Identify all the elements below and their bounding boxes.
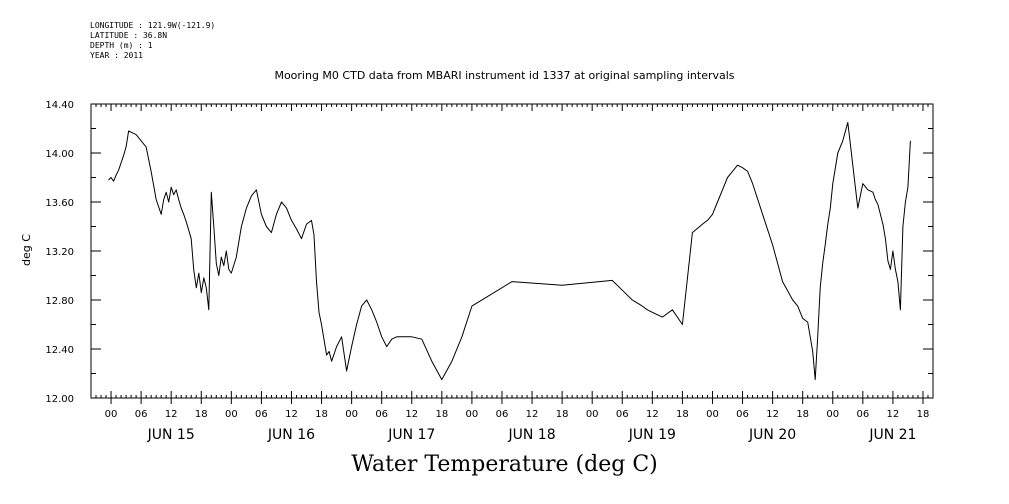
x-hour-label: 06 (135, 409, 148, 420)
y-tick-label: 14.00 (45, 149, 74, 160)
x-hour-label: 00 (225, 409, 238, 420)
x-hour-label: 12 (766, 409, 779, 420)
y-tick-label: 12.40 (45, 345, 74, 356)
y-tick-label: 13.60 (45, 198, 74, 209)
x-hour-label: 18 (676, 409, 689, 420)
x-hour-label: 12 (526, 409, 539, 420)
x-day-label: JUN 16 (267, 427, 315, 443)
y-tick-label: 12.00 (45, 394, 74, 405)
x-hour-label: 12 (165, 409, 178, 420)
x-day-label: JUN 21 (868, 427, 916, 443)
x-hour-label: 06 (856, 409, 869, 420)
y-tick-label: 12.80 (45, 296, 74, 307)
x-hour-label: 12 (646, 409, 659, 420)
x-hour-label: 12 (405, 409, 418, 420)
plot-frame (90, 103, 934, 399)
series-layer (108, 121, 911, 381)
x-day-label: JUN 17 (387, 427, 435, 443)
depth-label: DEPTH (m) : 1 (90, 41, 153, 50)
x-hour-label: 00 (105, 409, 118, 420)
axes: 12.00 12.40 12.80 13.20 13.60 14.00 14.40 00 06 1… (45, 100, 934, 443)
x-hour-label: 06 (255, 409, 268, 420)
x-hour-label: 18 (435, 409, 448, 420)
x-hour-label: 18 (796, 409, 809, 420)
x-hour-label: 18 (315, 409, 328, 420)
x-hour-label: 00 (466, 409, 479, 420)
x-hour-label: 06 (496, 409, 509, 420)
x-day-label: JUN 15 (147, 427, 195, 443)
x-axis-label: Water Temperature (deg C) (351, 452, 658, 477)
y-tick-label: 14.40 (45, 100, 74, 111)
metadata-block: LONGITUDE : 121.9W(-121.9) LATITUDE : 36… (90, 21, 215, 61)
x-hour-label: 06 (616, 409, 629, 420)
y-axis-label: deg C (20, 234, 33, 266)
x-hour-label: 00 (345, 409, 358, 420)
x-hour-label: 18 (195, 409, 208, 420)
x-hour-label: 18 (556, 409, 569, 420)
year-label: YEAR : 2011 (90, 51, 143, 60)
x-hour-label: 12 (285, 409, 298, 420)
x-day-label: JUN 20 (748, 427, 796, 443)
latitude-label: LATITUDE : 36.8N (90, 31, 168, 40)
chart-title: Mooring M0 CTD data from MBARI instrumen… (274, 69, 735, 82)
x-hour-label: 06 (375, 409, 388, 420)
x-hour-label: 00 (826, 409, 839, 420)
y-tick-label: 13.20 (45, 247, 74, 258)
longitude-label: LONGITUDE : 121.9W(-121.9) (90, 21, 216, 30)
x-day-label: JUN 19 (628, 427, 676, 443)
x-day-label: JUN 18 (507, 427, 555, 443)
x-hour-label: 00 (586, 409, 599, 420)
x-hour-label: 18 (917, 409, 930, 420)
x-hour-label: 12 (887, 409, 900, 420)
x-hour-label: 00 (706, 409, 719, 420)
series-line (108, 121, 911, 381)
x-hour-label: 06 (736, 409, 749, 420)
